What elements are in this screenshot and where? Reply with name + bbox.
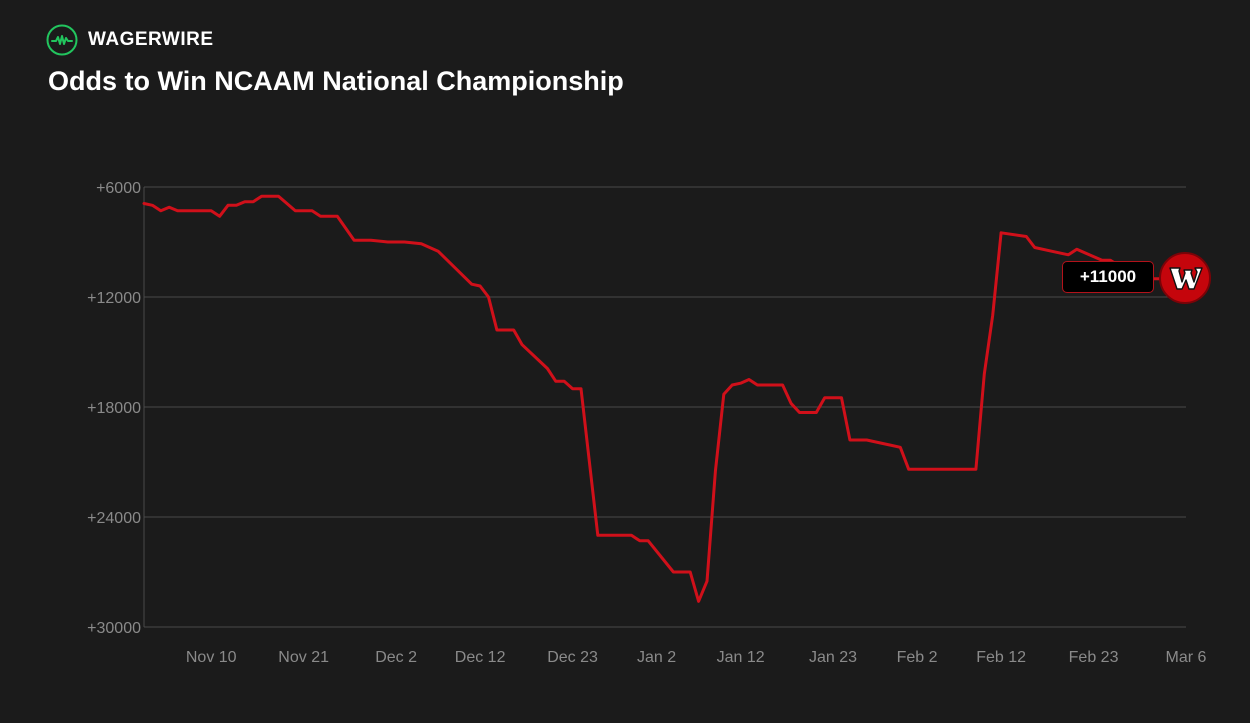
x-tick-label: Nov 10 xyxy=(186,649,237,666)
x-tick-label: Mar 6 xyxy=(1166,649,1207,666)
x-tick-label: Feb 12 xyxy=(976,649,1026,666)
y-tick-label: +18000 xyxy=(87,400,141,417)
x-tick-label: Dec 23 xyxy=(547,649,598,666)
brand: WAGERWIRE xyxy=(46,24,214,56)
x-tick-label: Feb 2 xyxy=(897,649,938,666)
wisconsin-w-logo-icon xyxy=(1159,252,1211,304)
x-tick-label: Jan 12 xyxy=(717,649,765,666)
x-tick-label: Jan 2 xyxy=(637,649,676,666)
y-tick-label: +24000 xyxy=(87,510,141,527)
pulse-icon xyxy=(46,24,78,56)
x-tick-label: Jan 23 xyxy=(809,649,857,666)
chart-title: Odds to Win NCAAM National Championship xyxy=(48,66,624,96)
x-tick-label: Dec 12 xyxy=(455,649,506,666)
y-tick-label: +12000 xyxy=(87,290,141,307)
odds-series-line xyxy=(142,194,1163,603)
x-tick-label: Nov 21 xyxy=(278,649,329,666)
current-odds-badge: +11000 xyxy=(1062,261,1154,293)
x-tick-label: Feb 23 xyxy=(1069,649,1119,666)
brand-name: WAGERWIRE xyxy=(88,29,214,50)
y-tick-label: +30000 xyxy=(87,620,141,637)
y-tick-label: +6000 xyxy=(96,180,141,197)
x-tick-label: Dec 2 xyxy=(375,649,417,666)
